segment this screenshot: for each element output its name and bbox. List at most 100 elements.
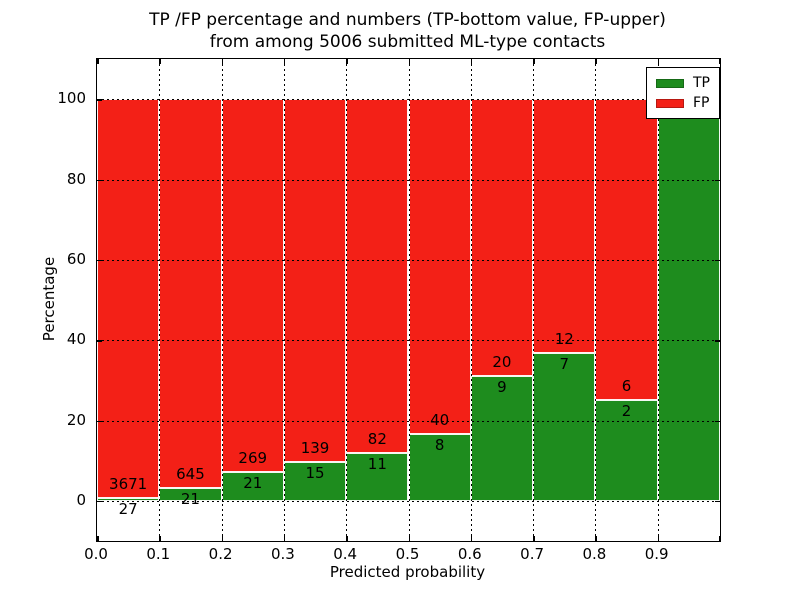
- legend-row-fp: FP: [656, 93, 710, 113]
- y-tick-mark: [97, 340, 102, 342]
- y-tick-mark: [715, 420, 720, 422]
- fp-count-label: 40: [430, 410, 450, 429]
- fp-count-label: 20: [492, 353, 512, 372]
- legend-label-tp: TP: [693, 75, 710, 91]
- y-tick-mark: [715, 179, 720, 181]
- tp-count-label: 27: [118, 499, 138, 518]
- y-tick-mark: [97, 500, 102, 503]
- tp-count-label: 9: [497, 378, 507, 397]
- chart-title-line2: from among 5006 submitted ML-type contac…: [209, 32, 606, 52]
- x-tick-mark: [97, 536, 99, 541]
- x-tick-mark: [408, 59, 410, 64]
- x-tick-label: 0.0: [84, 545, 108, 563]
- y-tick-label: 80: [66, 169, 86, 188]
- bar-segment-fp: [159, 99, 222, 489]
- y-tick-label: 100: [57, 89, 86, 108]
- bar-segment-fp: [346, 99, 409, 454]
- fp-count-label: 269: [238, 448, 268, 467]
- x-tick-mark: [221, 536, 224, 541]
- chart-title-line1: TP /FP percentage and numbers (TP-bottom…: [149, 10, 666, 30]
- bar-segment-tp: [657, 99, 720, 501]
- tp-count-label: 7: [559, 354, 570, 373]
- bar-segment-tp: [470, 376, 534, 501]
- bar-segment-fp: [595, 99, 658, 401]
- tp-count-label: 11: [367, 455, 387, 474]
- x-tick-mark: [346, 536, 348, 541]
- tp-count-label: 21: [180, 490, 200, 509]
- bar-segment-fp: [533, 99, 596, 353]
- v-gridline: [346, 59, 348, 541]
- x-tick-mark: [533, 536, 535, 541]
- fp-count-label: 139: [300, 438, 330, 457]
- x-tick-mark: [346, 59, 348, 64]
- x-tick-mark: [595, 59, 597, 64]
- fp-count-label: 12: [554, 329, 574, 348]
- x-axis-label: Predicted probability: [329, 563, 486, 581]
- tp-count-label: 15: [305, 463, 325, 482]
- bar-segment-fp: [408, 99, 471, 434]
- x-tick-mark: [159, 59, 161, 64]
- bar-segment-tp: [408, 433, 471, 501]
- y-tick-label: 40: [66, 330, 86, 349]
- x-tick-mark: [159, 536, 161, 541]
- v-gridline: [221, 59, 223, 541]
- x-tick-label: 0.4: [333, 545, 358, 563]
- fp-swatch-icon: [656, 98, 684, 108]
- x-tick-label: 0.8: [582, 545, 607, 563]
- x-tick-mark: [408, 536, 410, 541]
- x-tick-label: 0.3: [270, 545, 295, 563]
- x-tick-mark: [719, 536, 721, 541]
- v-gridline: [657, 59, 659, 541]
- x-tick-mark: [283, 59, 286, 64]
- x-tick-mark: [719, 59, 721, 64]
- tp-count-label: 21: [243, 473, 263, 492]
- fp-count-label: 645: [176, 465, 205, 484]
- x-tick-mark: [657, 59, 660, 64]
- x-tick-label: 0.1: [146, 545, 171, 563]
- y-tick-label: 0: [76, 490, 86, 509]
- bar-segment-tp: [221, 471, 284, 501]
- tp-count-label: 8: [434, 435, 445, 454]
- x-tick-mark: [283, 536, 286, 541]
- bar-segment-fp: [470, 99, 534, 377]
- y-tick-mark: [715, 500, 720, 503]
- bar-segment-fp: [283, 99, 347, 462]
- y-tick-mark: [97, 99, 102, 101]
- plot-area: 3671276452126921139158211408209127621 TP…: [96, 58, 721, 542]
- x-tick-mark: [533, 59, 535, 64]
- bar-segment-fp: [97, 99, 160, 498]
- x-tick-mark: [221, 59, 224, 64]
- bar-segment-tp: [283, 461, 347, 501]
- y-tick-label: 60: [66, 249, 86, 268]
- bar-segment-tp: [346, 453, 409, 501]
- y-tick-mark: [97, 179, 102, 181]
- y-tick-label: 20: [66, 410, 86, 429]
- x-tick-label: 0.9: [644, 545, 669, 563]
- bar-segment-tp: [97, 497, 160, 501]
- bar-segment-tp: [533, 352, 596, 501]
- x-tick-label: 0.2: [208, 545, 233, 563]
- y-tick-mark: [715, 259, 720, 262]
- x-tick-label: 0.5: [395, 545, 420, 563]
- tp-count-label: 2: [621, 402, 632, 421]
- fp-count-label: 6: [621, 377, 632, 396]
- x-tick-mark: [470, 59, 473, 64]
- v-gridline: [595, 59, 597, 541]
- y-tick-mark: [97, 259, 102, 262]
- legend-row-tp: TP: [656, 73, 710, 93]
- x-tick-mark: [97, 59, 99, 64]
- x-tick-mark: [595, 536, 597, 541]
- x-tick-mark: [657, 536, 660, 541]
- fp-count-label: 3671: [109, 474, 148, 493]
- v-gridline: [408, 59, 410, 541]
- v-gridline: [159, 59, 161, 541]
- x-tick-label: 0.6: [457, 545, 482, 563]
- v-gridline: [283, 59, 285, 541]
- x-tick-label: 0.7: [520, 545, 545, 563]
- y-tick-mark: [715, 340, 720, 342]
- legend-label-fp: FP: [693, 95, 710, 111]
- v-gridline: [533, 59, 535, 541]
- bar-segment-tp: [595, 400, 658, 501]
- y-tick-mark: [97, 420, 102, 422]
